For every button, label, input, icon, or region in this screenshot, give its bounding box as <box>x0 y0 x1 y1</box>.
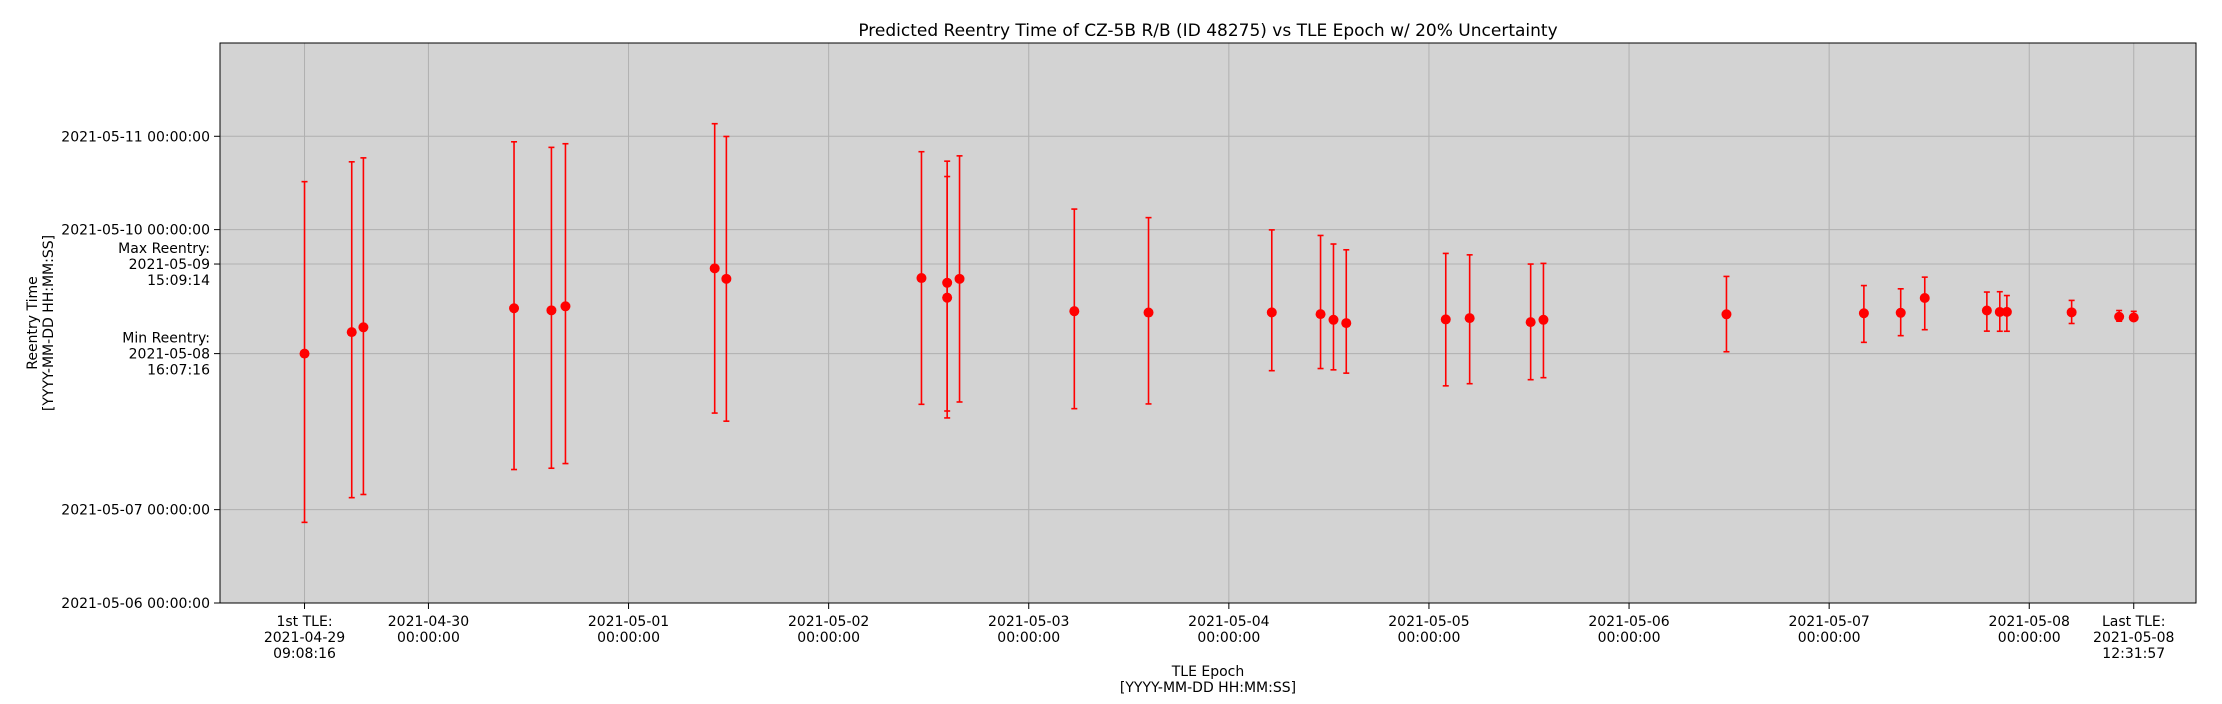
x-tick-label: Last TLE: 2021-05-08 12:31:57 <box>2093 614 2174 662</box>
y-tick-label: 2021-05-06 00:00:00 <box>61 596 210 612</box>
data-marker <box>358 322 369 333</box>
x-tick-label: 2021-05-04 00:00:00 <box>1188 614 1269 646</box>
y-tick-label: 2021-05-11 00:00:00 <box>61 129 210 145</box>
data-marker <box>1525 317 1536 328</box>
data-marker <box>942 292 953 303</box>
data-marker <box>1440 314 1451 325</box>
data-marker <box>546 305 557 316</box>
y-tick-label: Min Reentry: 2021-05-08 16:07:16 <box>122 331 210 379</box>
x-tick-label: 1st TLE: 2021-04-29 09:08:16 <box>264 614 345 662</box>
x-tick-label: 2021-05-07 00:00:00 <box>1788 614 1869 646</box>
data-marker <box>1538 314 1549 325</box>
data-marker <box>1266 307 1277 318</box>
data-point <box>1525 263 1536 381</box>
data-point <box>1440 252 1451 387</box>
data-point <box>954 155 965 403</box>
data-marker <box>346 327 357 338</box>
data-marker <box>1328 314 1339 325</box>
x-tick-label: 2021-05-05 00:00:00 <box>1388 614 1469 646</box>
data-point <box>2128 310 2139 323</box>
data-point <box>1464 254 1475 385</box>
data-marker <box>916 273 927 284</box>
data-point <box>1994 290 2005 333</box>
data-point <box>709 122 720 414</box>
data-point <box>2114 309 2125 323</box>
data-point <box>1328 243 1339 371</box>
x-tick-label: 2021-05-02 00:00:00 <box>788 614 869 646</box>
data-point <box>721 135 732 422</box>
data-marker <box>1895 307 1906 318</box>
data-point <box>1538 262 1549 379</box>
data-point <box>1341 248 1352 374</box>
plot-area <box>220 43 2196 603</box>
data-point <box>1981 291 1992 332</box>
data-point <box>1315 234 1326 370</box>
x-tick-label: 2021-04-30 00:00:00 <box>388 614 469 646</box>
data-point <box>1895 288 1906 337</box>
y-axis-label: Reentry Time[YYYY-MM-DD HH:MM:SS] <box>25 235 57 411</box>
data-point <box>1721 275 1732 353</box>
data-point <box>942 175 953 412</box>
x-axis-label: TLE Epoch [YYYY-MM-DD HH:MM:SS] <box>1120 664 1296 696</box>
data-point <box>2066 299 2077 325</box>
data-point <box>509 140 520 471</box>
data-marker <box>1341 318 1352 329</box>
chart-title: Predicted Reentry Time of CZ-5B R/B (ID … <box>858 21 1557 41</box>
data-point <box>358 157 369 496</box>
data-series <box>299 122 2139 524</box>
data-marker <box>509 303 520 314</box>
x-tick-label: 2021-05-01 00:00:00 <box>588 614 669 646</box>
y-tick-label: Max Reentry: 2021-05-09 15:09:14 <box>118 241 210 289</box>
data-point <box>546 146 557 470</box>
data-marker <box>1858 308 1869 319</box>
data-marker <box>1721 309 1732 320</box>
data-marker <box>2114 311 2125 322</box>
x-tick-label: 2021-05-08 00:00:00 <box>1989 614 2070 646</box>
data-marker <box>1919 293 1930 304</box>
data-marker <box>1981 305 1992 316</box>
data-marker <box>2001 306 2012 317</box>
data-point <box>299 180 310 524</box>
data-point <box>1069 208 1080 410</box>
data-marker <box>1143 307 1154 318</box>
data-marker <box>721 273 732 284</box>
data-marker <box>1069 306 1080 317</box>
data-marker <box>2066 307 2077 318</box>
data-marker <box>1994 306 2005 317</box>
data-marker <box>2128 312 2139 323</box>
data-point <box>346 161 357 499</box>
axis-ticks: 1st TLE: 2021-04-29 09:08:16 2021-04-30 00:0… <box>61 129 2174 662</box>
data-marker <box>709 263 720 274</box>
data-marker <box>299 348 310 359</box>
y-tick-label: 2021-05-07 00:00:00 <box>61 503 210 519</box>
y-tick-label: 2021-05-10 00:00:00 <box>61 223 210 239</box>
data-point <box>1143 216 1154 405</box>
x-tick-label: 2021-05-06 00:00:00 <box>1588 614 1669 646</box>
data-marker <box>1315 309 1326 320</box>
x-tick-label: 2021-05-03 00:00:00 <box>988 614 1069 646</box>
data-marker <box>1464 313 1475 324</box>
data-point <box>916 150 927 406</box>
data-point <box>560 142 571 465</box>
plot-frame <box>219 42 2197 604</box>
data-point <box>1858 284 1869 344</box>
data-marker <box>560 301 571 312</box>
data-point <box>1919 276 1930 331</box>
data-point <box>1266 229 1277 372</box>
data-marker <box>954 273 965 284</box>
data-point <box>2001 294 2012 333</box>
